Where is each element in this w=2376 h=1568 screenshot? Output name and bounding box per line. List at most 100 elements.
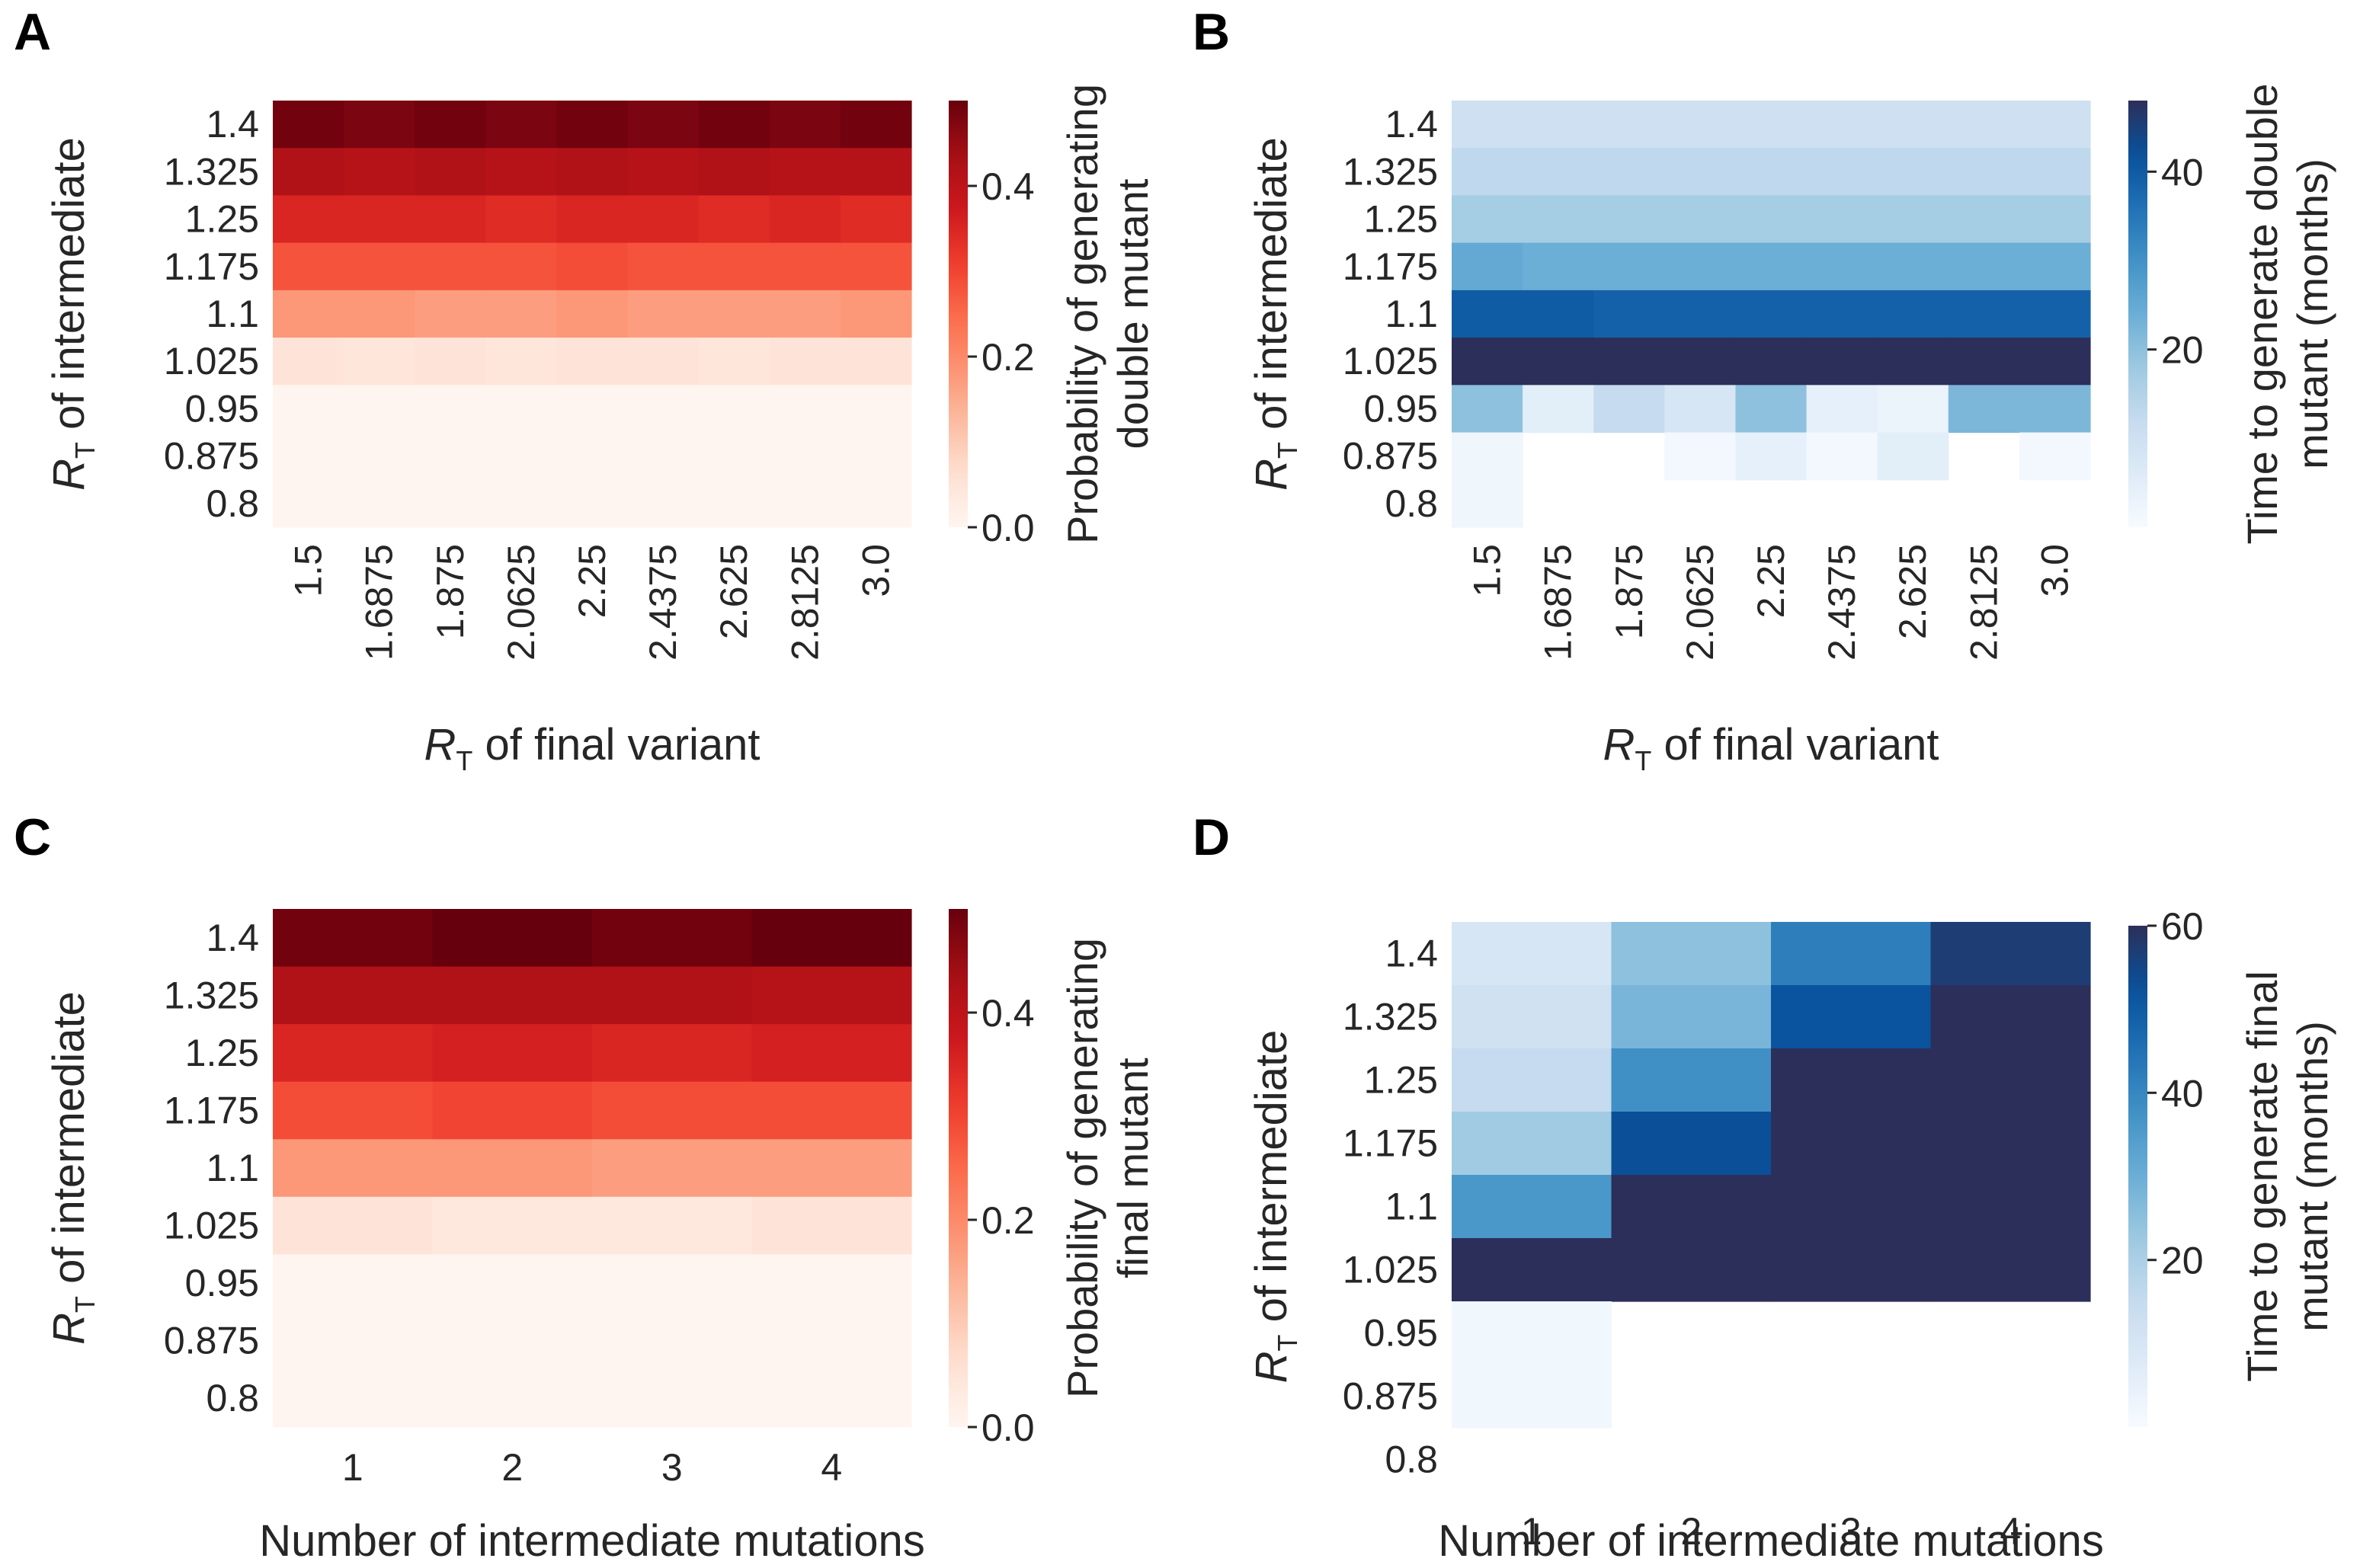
heatmap-cell [592,1139,753,1198]
y-axis-subscript: T [69,1296,101,1313]
heatmap-cell [751,966,912,1025]
heatmap-cell [1593,101,1665,149]
heatmap-cell [415,101,486,149]
heatmap-cell [1877,432,1949,481]
heatmap-cell [273,1369,434,1428]
heatmap-cell [432,1254,593,1313]
heatmap-cell [1771,1238,1932,1302]
heatmap-cell [2019,195,2091,244]
heatmap-cell [1735,195,1808,244]
colorbar-label: mutant (months) [2288,1021,2336,1332]
heatmap-cell [556,432,629,481]
heatmap-cell [273,242,344,291]
heatmap-cell [485,242,558,291]
heatmap-cell [698,385,770,434]
heatmap-cell [592,1311,753,1371]
heatmap-cell [769,101,841,149]
heatmap-cell [1877,290,1949,338]
heatmap-cell [1593,385,1665,434]
heatmap-cell [344,148,415,197]
heatmap-cell [344,479,415,528]
y-axis-subscript: T [1272,442,1303,459]
colorbar-tick-label: 0.0 [981,507,1035,549]
x-tick-label: 2.25 [571,544,613,618]
heatmap-cell [432,1081,593,1140]
heatmap-cell [1806,338,1878,386]
colorbar-tick-label: 40 [2161,151,2204,194]
heatmap-cell [1877,148,1949,197]
heatmap-cell [2019,290,2091,338]
heatmap-cell [1930,1175,2091,1239]
heatmap-cells [1452,101,2091,528]
heatmap-cell [1523,101,1594,149]
colorbar-tick-label: 20 [2161,1240,2204,1282]
x-tick-label: 2.625 [712,544,755,639]
y-tick-label: 1.25 [185,1032,259,1074]
heatmap-cell [1948,385,2020,434]
y-axis-text: of intermediate [44,137,94,442]
colorbar [949,101,968,527]
heatmap-cells [273,909,912,1428]
y-tick-label: 1.175 [1343,1122,1438,1165]
x-axis-subscript: T [1635,745,1651,776]
heatmap-cell [1735,242,1808,291]
heatmap-cell [1735,101,1808,149]
heatmap-cell [556,148,629,197]
heatmap-cell [1664,385,1737,434]
x-axis-text: of final variant [472,720,760,770]
heatmap-cell [1771,985,1932,1049]
heatmap-cell [1735,432,1808,481]
y-tick-label: 1.4 [1385,103,1438,146]
heatmap-cell [627,195,700,244]
heatmap-cell [840,242,912,291]
y-tick-label: 0.8 [1385,482,1438,525]
y-axis-symbol: R [44,459,94,491]
heatmap-cell [627,242,700,291]
panel-letter: B [1193,3,1230,61]
heatmap-cell [627,148,700,197]
y-tick-label: 0.875 [164,435,259,478]
colorbar-tick-label: 0.2 [981,1199,1035,1242]
colorbar-label: Probability of generating [1058,84,1106,544]
heatmap-cell [415,338,486,386]
heatmap-cell [273,1196,434,1255]
x-tick-label: 2.8125 [1962,544,2005,661]
heatmap-cell [415,385,486,434]
heatmap-cell [751,1196,912,1255]
heatmap-cell [1771,1048,1932,1112]
colorbar [2128,926,2147,1427]
heatmap-cell [698,148,770,197]
heatmap-cell [751,1254,912,1313]
x-tick-label: 1.875 [1608,544,1651,639]
y-tick-label: 0.95 [185,1262,259,1304]
y-tick-label: 1.025 [164,1205,259,1247]
y-tick-label: 0.8 [206,482,259,525]
heatmap-cell [751,1369,912,1428]
heatmap-cell [1735,385,1808,434]
heatmap-cell [485,432,558,481]
heatmap-cell [273,479,344,528]
heatmap-cell [698,101,770,149]
y-tick-label: 1.025 [1343,340,1438,382]
heatmap-cell [273,1254,434,1313]
heatmap-cell [1664,432,1737,481]
heatmap-cell [1452,338,1523,386]
x-axis-symbol: R [1603,720,1635,770]
y-axis-label: RT of intermediate [1247,137,1303,491]
heatmap-cell [1452,242,1523,291]
heatmap-cell [2019,432,2091,481]
heatmap-cell [1452,1238,1612,1302]
heatmap-cell [556,479,629,528]
y-tick-label: 1.175 [164,1089,259,1131]
heatmap-cell [1735,148,1808,197]
y-tick-label: 1.025 [164,340,259,382]
heatmap-cell [698,290,770,338]
heatmap-cell [485,479,558,528]
x-tick-label: 2.8125 [783,544,826,661]
heatmap-cell [1948,290,2020,338]
heatmap-cell [432,1139,593,1198]
x-tick-label: 2 [1680,1510,1702,1553]
heatmap-cell [769,290,841,338]
